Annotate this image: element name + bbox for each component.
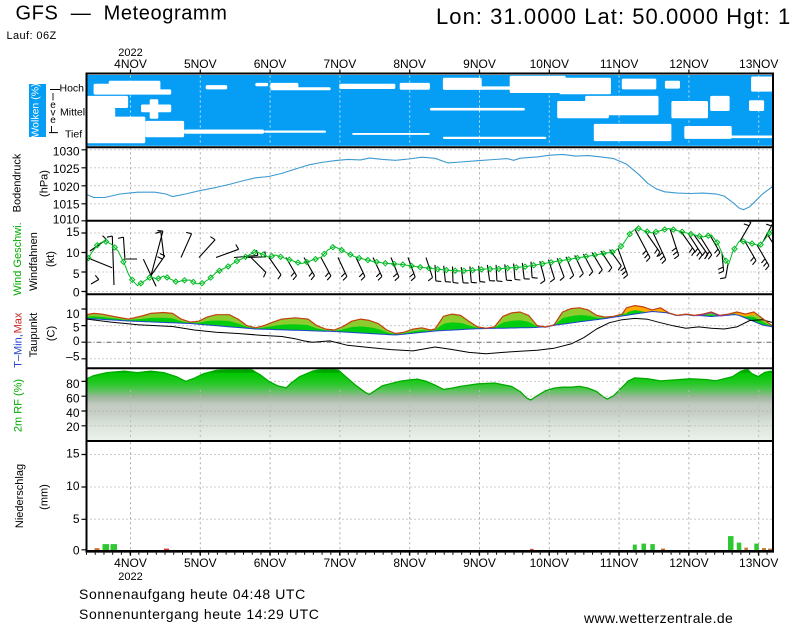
svg-text:5: 5 xyxy=(73,267,80,281)
svg-text:10NOV: 10NOV xyxy=(530,57,569,71)
svg-text:–5: –5 xyxy=(66,350,80,364)
svg-text:e: e xyxy=(50,115,56,126)
svg-text:0: 0 xyxy=(73,334,80,348)
svg-text:1020: 1020 xyxy=(53,180,80,194)
svg-text:12NOV: 12NOV xyxy=(669,57,708,71)
svg-text:40: 40 xyxy=(66,406,80,420)
svg-text:2m RF (%): 2m RF (%) xyxy=(13,379,25,432)
svg-text:T–Min,: T–Min, xyxy=(13,334,25,368)
svg-text:10: 10 xyxy=(66,307,80,321)
svg-text:L: L xyxy=(50,125,56,136)
svg-text:(hPa): (hPa) xyxy=(39,170,51,197)
svg-text:(kt): (kt) xyxy=(45,251,57,267)
svg-text:Hoch: Hoch xyxy=(60,83,85,95)
svg-text:Mittel: Mittel xyxy=(60,107,85,119)
svg-text:11NOV: 11NOV xyxy=(600,57,638,71)
svg-text:20: 20 xyxy=(66,420,80,434)
svg-text:4NOV: 4NOV xyxy=(114,57,147,71)
svg-text:15: 15 xyxy=(66,225,80,239)
svg-text:1025: 1025 xyxy=(53,162,80,176)
svg-text:10: 10 xyxy=(66,479,80,493)
svg-text:60: 60 xyxy=(66,392,80,406)
svg-text:Sonnenuntergang heute 14:29 UT: Sonnenuntergang heute 14:29 UTC xyxy=(79,606,319,622)
svg-text:v: v xyxy=(51,108,56,119)
svg-text:12NOV: 12NOV xyxy=(669,556,708,570)
svg-text:11NOV: 11NOV xyxy=(600,556,638,570)
svg-text:5NOV: 5NOV xyxy=(184,57,217,71)
svg-text:Wolken (%): Wolken (%) xyxy=(30,83,42,137)
svg-text:15: 15 xyxy=(66,446,80,460)
svg-text:10: 10 xyxy=(66,246,80,260)
svg-text:5NOV: 5NOV xyxy=(184,556,217,570)
svg-text:2022: 2022 xyxy=(118,571,142,583)
svg-text:6NOV: 6NOV xyxy=(254,57,287,71)
svg-text:7NOV: 7NOV xyxy=(324,556,357,570)
svg-text:Lauf: 06Z: Lauf: 06Z xyxy=(7,30,57,42)
svg-text:GFS — Meteogramm: GFS — Meteogramm xyxy=(16,3,228,25)
svg-text:Windfahnen: Windfahnen xyxy=(28,232,40,291)
svg-text:80: 80 xyxy=(66,377,80,391)
svg-text:Max: Max xyxy=(13,312,25,333)
svg-text:1030: 1030 xyxy=(53,144,80,158)
svg-text:(C): (C) xyxy=(45,326,57,341)
svg-text:e: e xyxy=(50,100,56,111)
svg-text:1015: 1015 xyxy=(53,197,80,211)
svg-text:0: 0 xyxy=(73,286,80,300)
svg-text:1010: 1010 xyxy=(53,213,80,227)
svg-text:9NOV: 9NOV xyxy=(463,57,496,71)
svg-text:Tief: Tief xyxy=(65,129,82,141)
svg-text:8NOV: 8NOV xyxy=(393,556,426,570)
svg-text:Taupunkt: Taupunkt xyxy=(28,313,40,358)
svg-text:5: 5 xyxy=(73,512,80,526)
svg-text:Lon: 31.0000 Lat: 50.0000 Hgt:: Lon: 31.0000 Lat: 50.0000 Hgt: 1 xyxy=(436,4,791,29)
svg-text:10NOV: 10NOV xyxy=(530,556,569,570)
svg-text:Wind Geschwi.: Wind Geschwi. xyxy=(12,222,24,295)
svg-text:5: 5 xyxy=(73,321,80,335)
svg-text:2022: 2022 xyxy=(118,47,142,59)
svg-text:Niederschlag: Niederschlag xyxy=(14,464,26,528)
svg-text:13NOV: 13NOV xyxy=(739,57,778,71)
svg-text:4NOV: 4NOV xyxy=(114,556,147,570)
svg-text:Bodendruck: Bodendruck xyxy=(12,153,24,212)
svg-text:www.wetterzentrale.de: www.wetterzentrale.de xyxy=(583,610,733,625)
svg-text:8NOV: 8NOV xyxy=(393,57,426,71)
svg-text:7NOV: 7NOV xyxy=(324,57,357,71)
svg-text:(mm): (mm) xyxy=(39,484,51,510)
svg-text:6NOV: 6NOV xyxy=(254,556,287,570)
svg-text:Sonnenaufgang heute 04:48 UTC: Sonnenaufgang heute 04:48 UTC xyxy=(79,586,306,602)
svg-text:0: 0 xyxy=(73,544,80,558)
svg-text:13NOV: 13NOV xyxy=(739,556,778,570)
svg-text:l: l xyxy=(52,93,54,104)
svg-text:9NOV: 9NOV xyxy=(463,556,496,570)
